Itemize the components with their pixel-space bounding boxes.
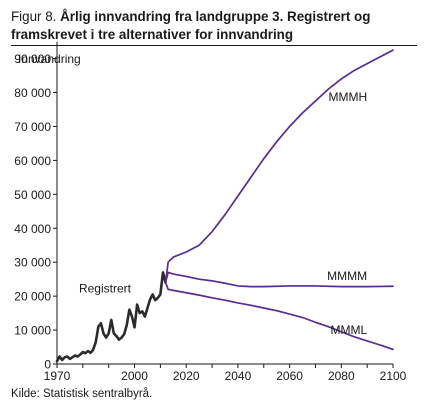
chart-title: Figur 8. Årlig innvandring fra landgrupp… — [11, 8, 421, 44]
x-tick-label: 2080 — [328, 369, 355, 383]
series-labels: Registrert MMMH MMMM MMML — [79, 90, 368, 337]
series-label-mmml: MMML — [330, 323, 367, 337]
y-tick-label: 20 000 — [14, 290, 51, 304]
x-tick-label: 2000 — [121, 369, 148, 383]
y-tick-label: 10 000 — [14, 324, 51, 338]
series-layer — [55, 49, 394, 363]
series-label-registrert: Registrert — [79, 282, 132, 296]
y-tick-label: 30 000 — [14, 256, 51, 270]
series-label-mmmm: MMMM — [327, 269, 367, 283]
series-line-mmml — [164, 281, 394, 351]
x-tick-label: 2100 — [380, 369, 407, 383]
series-line-mmmh — [164, 49, 394, 284]
x-tick-label: 1970 — [44, 369, 71, 383]
source-note: Kilde: Statistisk sentralbyrå. — [11, 388, 153, 400]
x-axis: 1970 2000 2020 2040 2060 2080 2100 — [44, 363, 407, 383]
figure-number: Figur 8. — [11, 9, 57, 24]
y-axis: 0 10 000 20 000 30 000 40 000 50 000 60 000 70 … — [14, 41, 58, 372]
series-line-mmmm — [164, 271, 394, 288]
y-tick-label: 60 000 — [14, 154, 51, 168]
title-line-2: framskrevet i tre alternativer for innva… — [11, 27, 294, 42]
x-tick-label: 2040 — [225, 369, 252, 383]
title-line-1: Årlig innvandring fra landgruppe 3. Regi… — [60, 9, 371, 24]
y-tick-label: 50 000 — [14, 188, 51, 202]
x-tick-label: 2060 — [276, 369, 303, 383]
y-tick-label: 80 000 — [14, 86, 51, 100]
y-tick-label: 0 — [44, 358, 51, 372]
y-tick-label: 90 000 — [14, 52, 51, 66]
x-tick-label: 2020 — [173, 369, 200, 383]
series-label-mmmh: MMMH — [328, 90, 367, 104]
y-tick-label: 70 000 — [14, 120, 51, 134]
y-axis-label: Innvandring — [18, 52, 81, 66]
y-tick-label: 40 000 — [14, 222, 51, 236]
title-divider — [11, 45, 417, 46]
series-line-registrert — [55, 271, 167, 363]
